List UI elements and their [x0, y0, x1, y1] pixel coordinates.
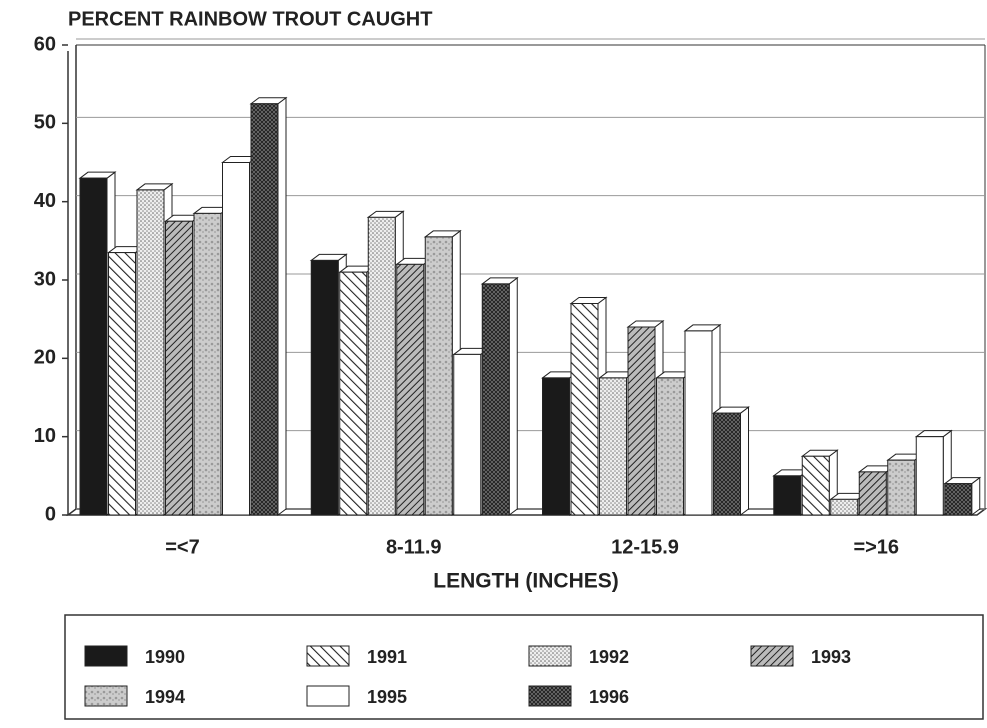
y-tick-label: 30: [34, 268, 56, 290]
bar-side: [508, 276, 518, 516]
legend-label: 1996: [589, 687, 629, 707]
legend-swatch: [306, 645, 350, 667]
legend-swatch: [528, 685, 572, 707]
bar: [249, 96, 288, 516]
bar-front: [656, 377, 684, 516]
bar-front: [684, 330, 713, 516]
bar-front: [944, 483, 973, 516]
x-tick-label: =>16: [853, 536, 899, 558]
bar-front: [193, 212, 222, 516]
x-axis-label: LENGTH (INCHES): [433, 570, 619, 593]
bar-front: [367, 216, 396, 516]
legend-label: 1992: [589, 647, 629, 667]
legend-swatch: [84, 685, 128, 707]
x-tick-label: 12-15.9: [611, 536, 679, 558]
x-tick-label: 8-11.9: [386, 536, 442, 558]
bar-front: [481, 283, 510, 516]
bar: [712, 406, 750, 516]
legend-swatch: [528, 645, 572, 667]
legend-label: 1993: [811, 647, 851, 667]
bar-front: [858, 471, 887, 516]
bar-front: [339, 271, 368, 516]
bar-front: [222, 162, 250, 516]
bar-front: [915, 436, 944, 516]
bar: [943, 476, 982, 516]
bar-front: [801, 455, 830, 516]
bar-front: [424, 236, 453, 516]
bar-front: [136, 189, 165, 516]
legend-swatch: [306, 685, 350, 707]
bar-front: [830, 498, 859, 516]
bar-front: [542, 377, 570, 516]
bar-front: [79, 177, 108, 516]
y-tick-label: 10: [34, 425, 56, 447]
bar-side: [740, 406, 749, 516]
legend-label: 1994: [145, 687, 185, 707]
legend-label: 1995: [367, 687, 407, 707]
legend-label: 1991: [367, 647, 407, 667]
bar-front: [773, 475, 802, 516]
y-tick-label: 0: [45, 503, 56, 525]
legend-swatch: [750, 645, 794, 667]
bar-front: [599, 377, 627, 516]
bar: [914, 429, 953, 516]
bar-front: [165, 220, 193, 516]
bar-front: [713, 412, 741, 516]
legend-label: 1990: [145, 647, 185, 667]
bar-front: [887, 459, 916, 516]
y-tick-label: 20: [34, 347, 56, 369]
bar-front: [108, 252, 136, 516]
x-tick-label: =<7: [165, 536, 199, 558]
bar-front: [250, 103, 279, 516]
legend-box: [64, 614, 984, 720]
bar-front: [310, 259, 339, 516]
bar-front: [396, 263, 425, 516]
bar-front: [570, 303, 599, 516]
bar-front: [627, 326, 656, 516]
y-tick-label: 40: [34, 190, 56, 212]
chart-title: PERCENT RAINBOW TROUT CAUGHT: [68, 8, 432, 30]
bar-side: [277, 96, 287, 516]
legend-swatch: [84, 645, 128, 667]
y-tick-label: 60: [34, 33, 56, 55]
bar-front: [453, 353, 482, 516]
bar: [480, 276, 519, 516]
y-tick-label: 50: [34, 112, 56, 134]
